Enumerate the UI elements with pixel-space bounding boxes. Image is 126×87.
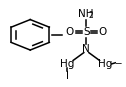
Text: −: −: [114, 58, 122, 67]
Text: Hg: Hg: [98, 59, 112, 69]
Text: NH: NH: [78, 9, 93, 19]
Text: I: I: [66, 71, 69, 81]
Text: 2: 2: [89, 11, 93, 20]
Text: O: O: [66, 27, 74, 37]
Text: O: O: [99, 27, 107, 37]
Text: S: S: [83, 27, 90, 37]
Text: N: N: [82, 44, 90, 54]
Text: Hg: Hg: [60, 59, 75, 69]
